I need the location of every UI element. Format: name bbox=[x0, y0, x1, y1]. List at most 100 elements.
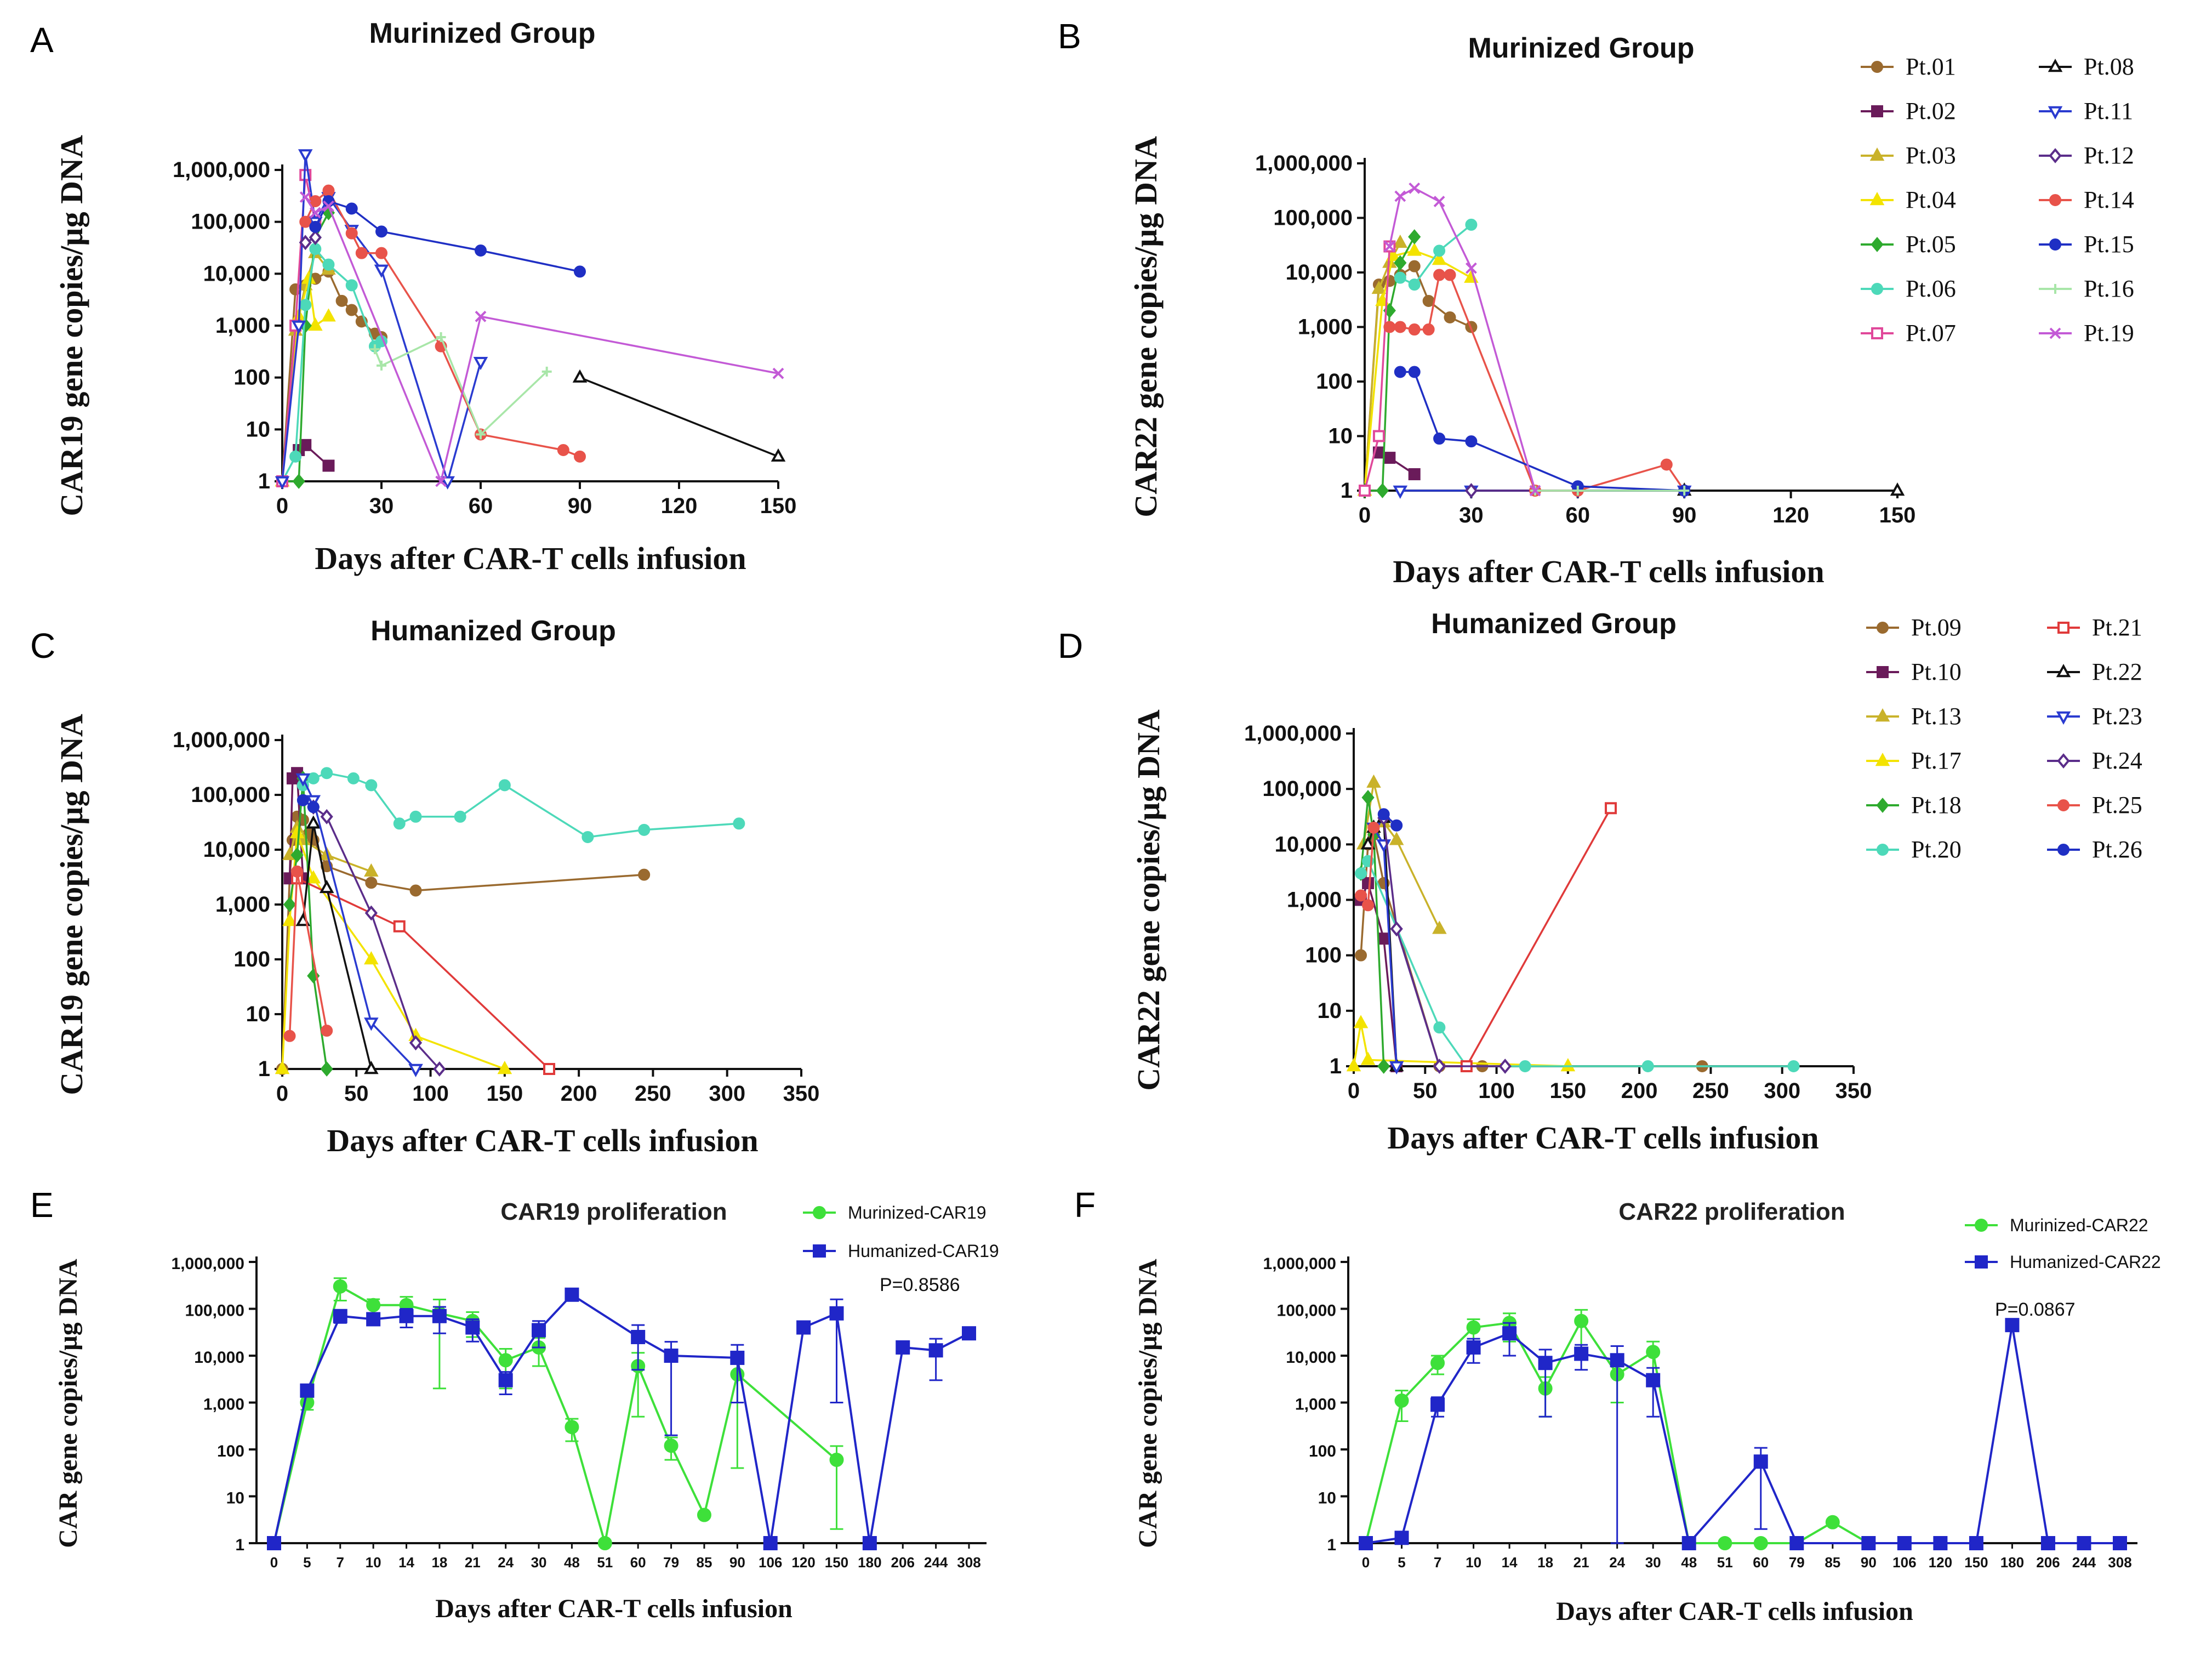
y-tick-label: 100,000 bbox=[191, 783, 270, 807]
data-point bbox=[498, 1373, 513, 1387]
panel-letter: D bbox=[1058, 626, 1083, 666]
data-point bbox=[1660, 458, 1673, 471]
y-tick-label: 1,000,000 bbox=[1263, 1255, 1336, 1273]
y-tick-label: 1,000 bbox=[1287, 888, 1342, 912]
x-tick-label: 308 bbox=[2108, 1554, 2131, 1571]
data-point bbox=[393, 817, 406, 830]
x-tick-label: 51 bbox=[1717, 1554, 1733, 1571]
y-tick-label: 1,000,000 bbox=[173, 728, 270, 752]
y-tick-label: 10 bbox=[1329, 424, 1353, 448]
data-point bbox=[300, 1383, 315, 1398]
x-tick-label: 0 bbox=[270, 1554, 278, 1571]
data-point bbox=[1646, 1345, 1661, 1360]
data-point bbox=[1389, 832, 1404, 845]
y-tick-label: 1,000,000 bbox=[173, 158, 270, 182]
data-point bbox=[409, 810, 422, 823]
legend-marker bbox=[2057, 844, 2070, 856]
x-tick-label: 90 bbox=[729, 1554, 745, 1571]
data-point bbox=[1433, 1021, 1446, 1034]
chart-title: Humanized Group bbox=[1431, 608, 1677, 640]
data-point bbox=[2077, 1536, 2091, 1550]
data-point bbox=[1897, 1536, 1912, 1550]
data-point bbox=[1466, 1340, 1481, 1355]
data-point bbox=[454, 810, 466, 823]
x-axis-label: Days after CAR-T cells infusion bbox=[1387, 1120, 1818, 1156]
legend-label: Pt.10 bbox=[1911, 658, 1962, 685]
series-line bbox=[273, 1284, 837, 1544]
legend-marker bbox=[1875, 708, 1890, 722]
y-tick-label: 1,000 bbox=[203, 1396, 244, 1414]
data-point bbox=[291, 320, 306, 334]
series-Pt.14 bbox=[299, 184, 586, 463]
data-point bbox=[1394, 1393, 1409, 1408]
data-point bbox=[283, 897, 297, 912]
x-tick-label: 10 bbox=[1466, 1554, 1481, 1571]
data-point bbox=[1433, 269, 1446, 281]
data-point bbox=[574, 265, 586, 278]
x-tick-label: 48 bbox=[1681, 1554, 1697, 1571]
legend-marker bbox=[813, 1244, 826, 1258]
x-tick-label: 48 bbox=[564, 1554, 580, 1571]
x-tick-label: 0 bbox=[1348, 1079, 1360, 1103]
y-tick-label: 1,000 bbox=[1298, 315, 1353, 339]
data-point bbox=[1560, 1058, 1576, 1072]
y-tick-label: 1 bbox=[1330, 1054, 1342, 1078]
chart-title: Murinized Group bbox=[1468, 32, 1694, 64]
x-tick-label: 200 bbox=[561, 1082, 597, 1106]
data-point bbox=[345, 304, 358, 316]
panel-letter: C bbox=[30, 626, 55, 666]
y-tick-label: 10 bbox=[246, 1002, 271, 1026]
y-tick-label: 1,000 bbox=[215, 314, 270, 338]
legend-label: Pt.07 bbox=[1906, 320, 1956, 346]
data-point bbox=[1355, 889, 1367, 902]
data-point bbox=[1367, 821, 1380, 834]
y-axis-label: CAR19 gene copies/µg DNA bbox=[54, 714, 89, 1095]
data-point bbox=[1386, 248, 1401, 261]
data-point bbox=[364, 863, 379, 877]
series-Pt.21 bbox=[1460, 802, 1617, 1072]
x-tick-label: 7 bbox=[1434, 1554, 1441, 1571]
data-point bbox=[335, 294, 348, 307]
chart-title: Murinized Group bbox=[369, 18, 595, 49]
series-Pt.09 bbox=[276, 810, 651, 1075]
y-tick-label: 100,000 bbox=[1277, 1302, 1336, 1320]
data-point bbox=[1718, 1536, 1732, 1550]
series-line bbox=[1389, 274, 1685, 492]
x-tick-label: 120 bbox=[661, 494, 698, 518]
legend-label: Pt.15 bbox=[2084, 231, 2134, 258]
data-point bbox=[275, 476, 290, 490]
y-tick-label: 100 bbox=[1305, 943, 1342, 968]
data-point bbox=[2040, 1536, 2055, 1550]
data-point bbox=[581, 831, 594, 843]
data-point bbox=[1376, 483, 1389, 498]
legend-marker bbox=[2048, 59, 2063, 72]
legend-label: Pt.18 bbox=[1911, 792, 1962, 818]
data-point bbox=[1372, 430, 1385, 442]
data-point bbox=[309, 207, 321, 219]
data-point bbox=[1346, 1058, 1361, 1072]
x-tick-label: 60 bbox=[1566, 503, 1590, 527]
data-point bbox=[436, 332, 446, 343]
x-tick-label: 50 bbox=[344, 1082, 369, 1106]
legend-label: Pt.19 bbox=[2084, 320, 2134, 346]
x-tick-label: 79 bbox=[1789, 1554, 1805, 1571]
data-point bbox=[309, 195, 322, 207]
y-tick-label: 1 bbox=[258, 1057, 270, 1081]
legend-label: Pt.01 bbox=[1906, 53, 1956, 80]
legend-label: Pt.16 bbox=[2084, 275, 2134, 302]
x-tick-label: 60 bbox=[1753, 1554, 1769, 1571]
x-tick-label: 51 bbox=[597, 1554, 613, 1571]
data-point bbox=[364, 1061, 379, 1074]
x-tick-label: 21 bbox=[1574, 1554, 1589, 1571]
x-tick-label: 85 bbox=[1825, 1554, 1840, 1571]
data-point bbox=[292, 474, 305, 489]
x-tick-label: 79 bbox=[663, 1554, 679, 1571]
x-tick-label: 30 bbox=[369, 494, 394, 518]
data-point bbox=[1825, 1515, 1840, 1529]
y-tick-label: 1,000,000 bbox=[172, 1255, 244, 1273]
error-bar bbox=[1610, 1345, 1624, 1544]
legend-marker bbox=[1869, 192, 1885, 206]
series-Pt.12 bbox=[299, 230, 322, 251]
x-tick-label: 30 bbox=[1645, 1554, 1661, 1571]
data-point bbox=[283, 1030, 296, 1042]
